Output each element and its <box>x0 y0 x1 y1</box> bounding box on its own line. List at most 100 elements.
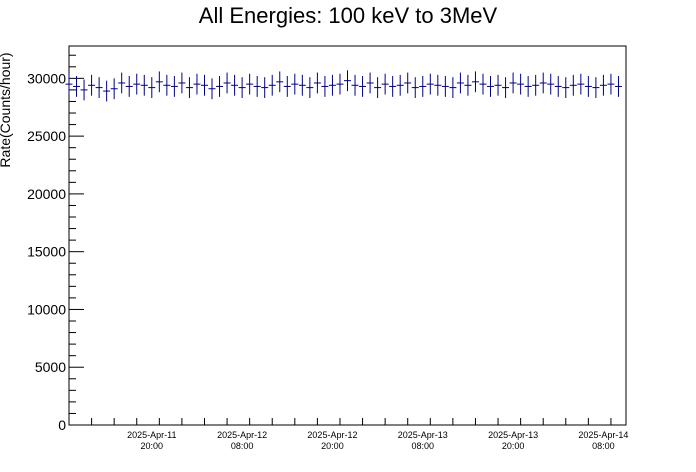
data-point <box>487 76 495 97</box>
data-point <box>411 77 419 98</box>
plot-frame <box>68 45 627 426</box>
data-point <box>607 73 615 95</box>
y-tick-label: 30000 <box>27 70 66 86</box>
data-point <box>426 73 434 95</box>
y-tick-label: 25000 <box>27 128 66 144</box>
y-axis-ticks: 0 5000 10000 15000 20000 25000 30000 <box>27 70 84 433</box>
data-point <box>374 77 382 98</box>
data-point <box>509 72 517 94</box>
data-point <box>449 77 457 98</box>
data-point <box>65 73 73 95</box>
data-point <box>118 72 126 94</box>
data-point <box>178 72 186 94</box>
y-tick-label: 15000 <box>27 244 66 260</box>
y-tick-label: 5000 <box>35 359 66 375</box>
data-point <box>381 73 389 95</box>
data-point <box>283 76 291 97</box>
x-tick-date: 2025-Apr-13 <box>398 430 448 440</box>
data-point <box>336 73 344 95</box>
x-tick-date: 2025-Apr-12 <box>217 430 267 440</box>
x-tick-time: 08:00 <box>412 441 435 451</box>
data-point <box>155 71 163 93</box>
data-point <box>441 76 449 97</box>
data-point <box>246 73 254 95</box>
x-tick-time: 20:00 <box>141 441 164 451</box>
data-point <box>231 74 239 96</box>
data-point <box>584 76 592 97</box>
data-point <box>140 74 148 96</box>
x-tick-time: 08:00 <box>231 441 254 451</box>
data-point <box>404 72 412 94</box>
data-point <box>193 73 201 95</box>
data-point <box>351 74 359 96</box>
data-point <box>502 77 510 98</box>
data-point <box>456 72 464 94</box>
data-point <box>133 73 141 95</box>
data-point <box>419 76 427 97</box>
data-point <box>291 73 299 95</box>
data-point <box>569 74 577 96</box>
data-point <box>344 70 351 92</box>
data-point <box>103 80 111 102</box>
data-point <box>464 74 472 96</box>
data-point <box>261 77 269 98</box>
data-point <box>185 77 193 98</box>
x-tick-date: 2025-Apr-11 <box>127 430 176 440</box>
y-minor-ticks <box>69 54 76 414</box>
data-point <box>366 72 374 94</box>
data-point <box>216 76 224 97</box>
data-point <box>479 73 487 95</box>
data-point <box>208 78 216 100</box>
data-point <box>253 76 261 97</box>
x-tick-time: 20:00 <box>321 441 344 451</box>
data-point <box>359 76 367 97</box>
data-point <box>321 76 329 97</box>
data-point <box>539 72 547 94</box>
x-axis-ticks: 2025-Apr-1120:002025-Apr-1208:002025-Apr… <box>68 418 628 451</box>
data-point <box>562 77 570 98</box>
data-point <box>389 76 397 97</box>
data-point <box>200 74 208 96</box>
y-tick-label: 20000 <box>27 186 66 202</box>
data-point <box>95 77 103 98</box>
data-point <box>110 78 118 100</box>
x-tick-date: 2025-Apr-14 <box>578 430 628 440</box>
data-point <box>532 74 540 96</box>
data-point <box>494 74 502 96</box>
data-point <box>170 76 178 97</box>
data-point <box>276 71 284 93</box>
y-tick-label: 0 <box>58 417 66 433</box>
data-point <box>517 73 525 95</box>
data-point <box>577 73 585 95</box>
data-point <box>223 72 231 94</box>
data-point <box>306 77 314 98</box>
data-point <box>554 76 562 97</box>
data-point <box>298 74 306 96</box>
data-point <box>599 74 607 96</box>
data-point <box>592 77 600 98</box>
data-series <box>65 70 622 102</box>
chart-title: All Energies: 100 keV to 3MeV <box>199 3 498 28</box>
data-point <box>328 74 336 96</box>
data-point <box>268 74 276 96</box>
y-tick-label: 10000 <box>27 301 66 317</box>
data-point <box>163 74 171 96</box>
data-point <box>125 76 133 97</box>
data-point <box>524 76 532 97</box>
data-point <box>238 77 246 98</box>
data-point <box>396 74 404 96</box>
x-tick-date: 2025-Apr-13 <box>488 430 538 440</box>
data-point <box>148 77 156 98</box>
x-tick-time: 20:00 <box>502 441 525 451</box>
data-point <box>434 74 442 96</box>
data-point <box>471 71 479 93</box>
data-point <box>547 73 555 95</box>
x-tick-time: 08:00 <box>592 441 615 451</box>
y-axis-label: Rate(Counts/hour) <box>0 52 13 167</box>
data-point <box>88 74 96 96</box>
data-point <box>80 79 88 101</box>
data-point <box>313 72 321 94</box>
x-tick-date: 2025-Apr-12 <box>307 430 357 440</box>
data-point <box>614 76 622 97</box>
